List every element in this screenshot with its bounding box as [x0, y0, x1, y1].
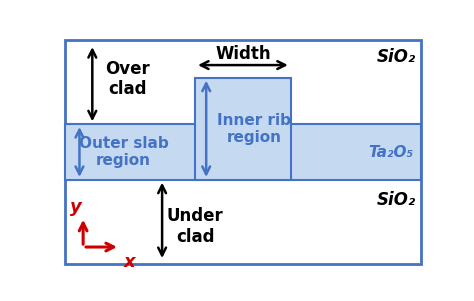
Text: Outer slab
region: Outer slab region	[79, 136, 168, 168]
Text: y: y	[70, 198, 82, 216]
Bar	[195, 78, 291, 180]
Text: SiO₂: SiO₂	[376, 191, 416, 209]
Text: SiO₂: SiO₂	[376, 48, 416, 66]
Text: x: x	[124, 253, 135, 271]
Text: Under
clad: Under clad	[167, 207, 224, 246]
Bar	[65, 124, 421, 180]
Text: Over
clad: Over clad	[105, 60, 150, 98]
Text: Inner rib
region: Inner rib region	[217, 113, 291, 145]
Text: Ta₂O₅: Ta₂O₅	[369, 144, 414, 160]
Text: Width: Width	[215, 45, 271, 63]
